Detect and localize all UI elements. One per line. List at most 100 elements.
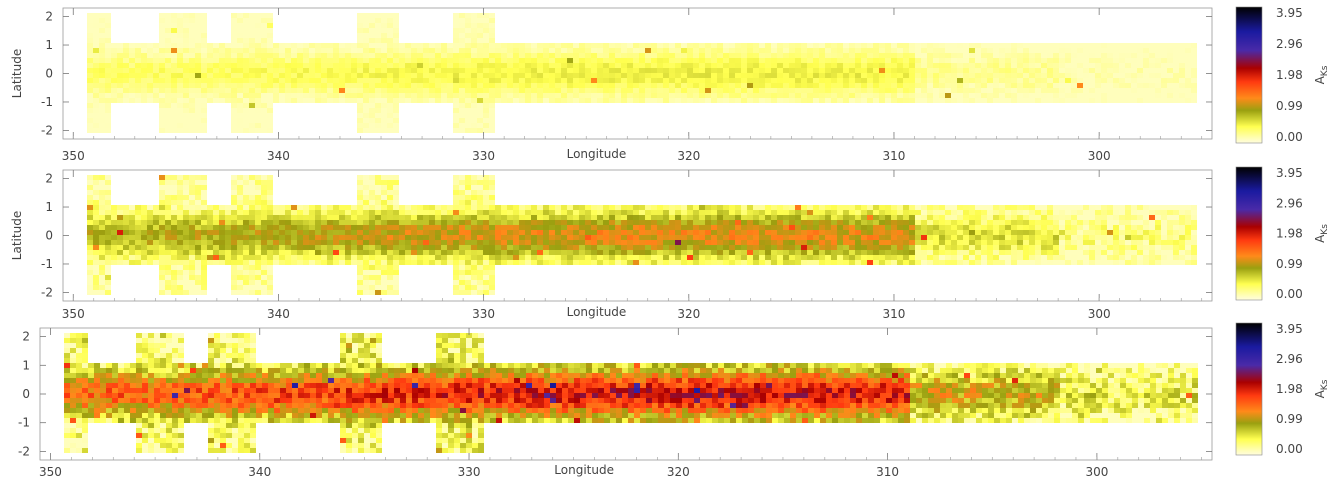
map-cell	[489, 240, 495, 245]
map-cell	[867, 230, 873, 235]
map-cell	[573, 78, 579, 83]
map-cell	[717, 210, 723, 215]
x-tick-label: 310	[883, 149, 906, 163]
map-cell	[189, 58, 195, 63]
map-cell	[1089, 78, 1095, 83]
map-cell	[237, 230, 243, 235]
map-cell	[219, 83, 225, 88]
map-cell	[1185, 43, 1191, 48]
map-cell	[633, 43, 639, 48]
map-cell	[453, 255, 459, 260]
map-cell	[375, 103, 381, 108]
map-cell	[855, 48, 861, 53]
map-cell	[645, 250, 651, 255]
map-cell	[837, 245, 843, 250]
map-cell	[693, 235, 699, 240]
map-cell	[369, 73, 375, 78]
map-cell	[165, 43, 171, 48]
map-cell	[285, 225, 291, 230]
map-cell	[489, 103, 495, 108]
map-cell	[363, 83, 369, 88]
map-cell	[861, 73, 867, 78]
map-cell	[693, 230, 699, 235]
map-cell	[981, 255, 987, 260]
map-cell	[735, 250, 741, 255]
map-cell	[267, 73, 273, 78]
map-cell	[387, 210, 393, 215]
map-cell	[855, 230, 861, 235]
map-cell	[501, 250, 507, 255]
map-cell	[471, 265, 477, 270]
map-cell	[267, 255, 273, 260]
map-cell	[477, 190, 483, 195]
map-cell	[243, 280, 249, 285]
map-cell	[1047, 98, 1053, 103]
map-cell	[465, 103, 471, 108]
map-cell	[639, 83, 645, 88]
map-cell	[267, 28, 273, 33]
map-cell	[849, 205, 855, 210]
map-cell	[315, 58, 321, 63]
map-cell	[399, 225, 405, 230]
map-cell	[195, 265, 201, 270]
map-cell	[1029, 88, 1035, 93]
map-cell	[117, 43, 123, 48]
map-cell	[483, 98, 489, 103]
map-cell	[357, 195, 363, 200]
map-cell	[201, 220, 207, 225]
map-cell	[207, 83, 213, 88]
map-cell	[279, 225, 285, 230]
map-cell	[201, 108, 207, 113]
map-cell	[375, 43, 381, 48]
map-cell	[993, 53, 999, 58]
map-cell	[579, 98, 585, 103]
map-cell	[873, 210, 879, 215]
map-cell	[573, 215, 579, 220]
map-cell	[789, 235, 795, 240]
map-cell	[231, 280, 237, 285]
map-cell	[249, 240, 255, 245]
map-cell	[867, 205, 873, 210]
map-cell	[951, 235, 957, 240]
map-cell	[831, 240, 837, 245]
map-cell	[483, 235, 489, 240]
map-cell	[465, 18, 471, 23]
map-cell	[99, 103, 105, 108]
map-cell	[657, 230, 663, 235]
map-cell	[609, 235, 615, 240]
map-cell	[93, 98, 99, 103]
map-cell	[927, 210, 933, 215]
map-cell	[243, 103, 249, 108]
map-cell	[435, 53, 441, 58]
map-cell	[327, 240, 333, 245]
map-cell	[231, 270, 237, 275]
map-cell	[183, 190, 189, 195]
map-cell	[465, 38, 471, 43]
map-cell	[921, 88, 927, 93]
map-cell	[171, 18, 177, 23]
map-cell	[537, 53, 543, 58]
map-cell	[105, 53, 111, 58]
map-cell	[297, 48, 303, 53]
map-cell	[1185, 88, 1191, 93]
map-cell	[237, 225, 243, 230]
map-cell	[621, 215, 627, 220]
map-cell	[537, 98, 543, 103]
map-cell	[195, 285, 201, 290]
map-cell	[969, 43, 975, 48]
map-cell	[387, 245, 393, 250]
map-cell	[387, 63, 393, 68]
map-cell	[1149, 58, 1155, 63]
map-cell	[717, 68, 723, 73]
map-cell	[93, 108, 99, 113]
map-cell	[945, 83, 951, 88]
map-cell	[171, 113, 177, 118]
map-cell	[111, 205, 117, 210]
map-cell	[249, 123, 255, 128]
map-cell	[879, 98, 885, 103]
map-cell	[735, 53, 741, 58]
map-cell	[291, 255, 297, 260]
map-cell	[297, 260, 303, 265]
map-cell	[333, 98, 339, 103]
map-cell	[711, 210, 717, 215]
